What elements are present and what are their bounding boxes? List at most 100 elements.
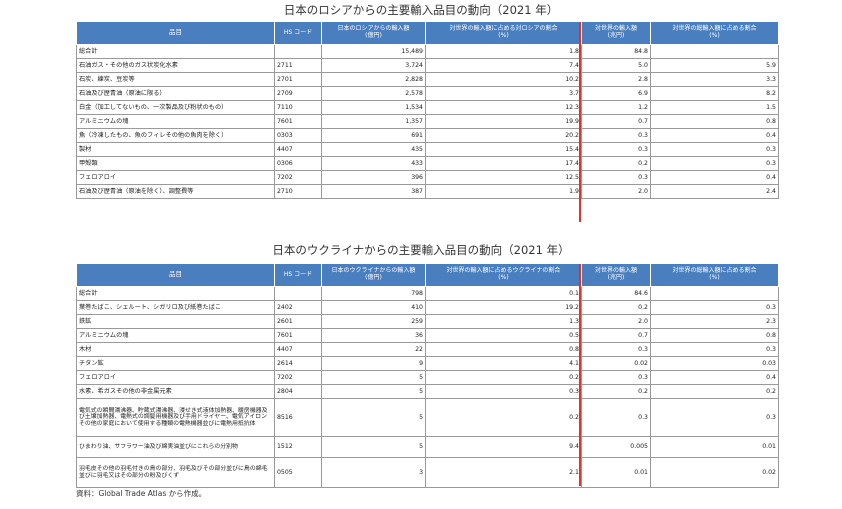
hs-code-cell: 2711 — [274, 58, 322, 73]
table-row: 石油及び歴青油（原油を除く）、調整費等 2710 387 1.9 2.0 2.4 — [76, 184, 779, 199]
item-cell: 羽毛皮その他の羽毛付きの鳥の部分、羽毛及びその部分並びに鳥の綿毛並びに羽毛又はそ… — [76, 457, 275, 488]
hs-code-cell: 8516 — [274, 398, 322, 437]
amount-cell: 259 — [321, 314, 426, 329]
world-cell: 0.2 — [581, 156, 651, 171]
item-cell: フェロアロイ — [76, 170, 275, 185]
amount-cell: 5 — [321, 436, 426, 458]
hs-code-cell: 7601 — [274, 114, 322, 129]
header-import-amount: 日本のロシアからの輸入額 (億円) — [321, 21, 426, 45]
world-share-cell: 0.3 — [650, 398, 779, 437]
item-cell: ひまわり油、サフラワー油及び綿実油並びにこれらの分別物 — [76, 436, 275, 458]
item-cell: 鉄鉱 — [76, 314, 275, 329]
world-share-cell: 0.8 — [650, 114, 779, 129]
world-share-cell: 1.5 — [650, 100, 779, 115]
share-cell: 12.5 — [425, 170, 582, 185]
item-cell: 石油ガス・その他のガス状炭化水素 — [76, 58, 275, 73]
share-cell: 7.4 — [425, 58, 582, 73]
share-cell: 1.3 — [425, 314, 582, 329]
table-row: 水素、希ガスその他の非金属元素 2804 5 0.3 0.2 0.2 — [76, 384, 779, 399]
world-cell: 6.9 — [581, 86, 651, 101]
item-cell: 石油及び歴青油（原油を除く）、調整費等 — [76, 184, 275, 199]
world-cell: 0.3 — [581, 342, 651, 357]
world-share-cell: 8.2 — [650, 86, 779, 101]
world-share-cell: 0.8 — [650, 328, 779, 343]
table-row: ひまわり油、サフラワー油及び綿実油並びにこれらの分別物 1512 5 9.4 0.005… — [76, 436, 779, 458]
share-cell: 0.3 — [425, 384, 582, 399]
amount-cell: 5 — [321, 398, 426, 437]
header-world-import: 対世界の輸入額 (兆円) — [581, 263, 651, 287]
table-row: 鉄鉱 2601 259 1.3 2.0 2.3 — [76, 314, 779, 329]
header-import-amount: 日本のウクライナからの輸入額 (億円) — [321, 263, 426, 287]
item-cell: 電気式の瞬間湯沸器、貯蔵式湯沸器、浸せき式液体加熱器、暖房機器及び土壌加熱器、電… — [76, 398, 275, 437]
share-cell: 0.2 — [425, 398, 582, 437]
world-share-cell: 0.3 — [650, 156, 779, 171]
item-cell: 製材 — [76, 142, 275, 157]
amount-cell: 2,828 — [321, 72, 426, 87]
hs-code-cell: 2601 — [274, 314, 322, 329]
world-cell: 2.0 — [581, 184, 651, 199]
table-row: 石炭、練炭、豆炭等 2701 2,828 10.2 2.8 3.3 — [76, 72, 779, 87]
world-share-cell: 0.4 — [650, 370, 779, 385]
table-row: 葉巻たばこ、シェルート、シガリロ及び紙巻たばこ 2402 410 19.2 0.2 0.3 — [76, 300, 779, 315]
world-cell: 0.2 — [581, 300, 651, 315]
item-cell: チタン鉱 — [76, 356, 275, 371]
world-share-cell: 0.3 — [650, 342, 779, 357]
amount-cell: 9 — [321, 356, 426, 371]
hs-code-cell: 0505 — [274, 457, 322, 488]
highlight-divider — [579, 264, 581, 486]
world-cell: 0.3 — [581, 398, 651, 437]
world-cell: 0.7 — [581, 328, 651, 343]
hs-code-cell: 2804 — [274, 384, 322, 399]
header-world-import: 対世界の輸入額 (兆円) — [581, 21, 651, 45]
share-cell: 10.2 — [425, 72, 582, 87]
ukraine-table-title: 日本のウクライナからの主要輸入品目の動向（2021 年） — [272, 243, 570, 257]
ukraine-import-table: 品目 HS コード 日本のウクライナからの輸入額 (億円) 対世界の輸入額に占める… — [76, 263, 779, 488]
hs-code-cell: 0306 — [274, 156, 322, 171]
hs-code-cell: 2701 — [274, 72, 322, 87]
hs-code-cell: 7202 — [274, 370, 322, 385]
amount-cell: 387 — [321, 184, 426, 199]
header-world-share: 対世界の総輸入額に占める割合 (%) — [650, 263, 779, 287]
header-share: 対世界の輸入額に占める対ロシアの割合 (%) — [425, 21, 582, 45]
amount-cell: 22 — [321, 342, 426, 357]
header-world-share: 対世界の総輸入額に占める割合 (%) — [650, 21, 779, 45]
item-cell: 魚（冷凍したもの、魚のフィレその他の魚肉を除く） — [76, 128, 275, 143]
item-cell: 白金（加工してないもの、一次製品及び粉状のもの） — [76, 100, 275, 115]
hs-code-cell: 2402 — [274, 300, 322, 315]
amount-cell: 433 — [321, 156, 426, 171]
table-row: フェロアロイ 7202 5 0.2 0.3 0.4 — [76, 370, 779, 385]
hs-code-cell: 4407 — [274, 342, 322, 357]
table-row: 製材 4407 435 15.4 0.3 0.3 — [76, 142, 779, 157]
share-cell: 1.8 — [425, 44, 582, 59]
amount-cell: 3 — [321, 457, 426, 488]
item-cell: アルミニウムの塊 — [76, 328, 275, 343]
world-share-cell: 0.2 — [650, 384, 779, 399]
hs-code-cell: 2709 — [274, 86, 322, 101]
amount-cell: 15,489 — [321, 44, 426, 59]
hs-code-cell: 4407 — [274, 142, 322, 157]
table-row: 石油ガス・その他のガス状炭化水素 2711 3,724 7.4 5.0 5.9 — [76, 58, 779, 73]
world-share-cell — [650, 286, 779, 301]
world-cell: 0.3 — [581, 370, 651, 385]
share-cell: 0.5 — [425, 328, 582, 343]
world-cell: 84.6 — [581, 286, 651, 301]
world-share-cell: 0.03 — [650, 356, 779, 371]
russia-import-table: 品目 HS コード 日本のロシアからの輸入額 (億円) 対世界の輸入額に占める対ロ… — [76, 21, 779, 199]
world-share-cell: 0.3 — [650, 142, 779, 157]
world-cell: 2.0 — [581, 314, 651, 329]
item-cell: 総合計 — [76, 286, 275, 301]
source-note: 資料：Global Trade Atlas から作成。 — [76, 489, 207, 498]
hs-code-cell — [274, 44, 322, 59]
amount-cell: 3,724 — [321, 58, 426, 73]
world-share-cell: 2.4 — [650, 184, 779, 199]
russia-table-title: 日本のロシアからの主要輸入品目の動向（2021 年） — [283, 3, 559, 17]
header-hs-code: HS コード — [274, 21, 322, 45]
world-share-cell: 0.02 — [650, 457, 779, 488]
share-cell: 19.9 — [425, 114, 582, 129]
table-row: アルミニウムの塊 7601 36 0.5 0.7 0.8 — [76, 328, 779, 343]
world-share-cell: 0.4 — [650, 128, 779, 143]
amount-cell: 1,357 — [321, 114, 426, 129]
amount-cell: 36 — [321, 328, 426, 343]
amount-cell: 1,534 — [321, 100, 426, 115]
share-cell: 12.3 — [425, 100, 582, 115]
